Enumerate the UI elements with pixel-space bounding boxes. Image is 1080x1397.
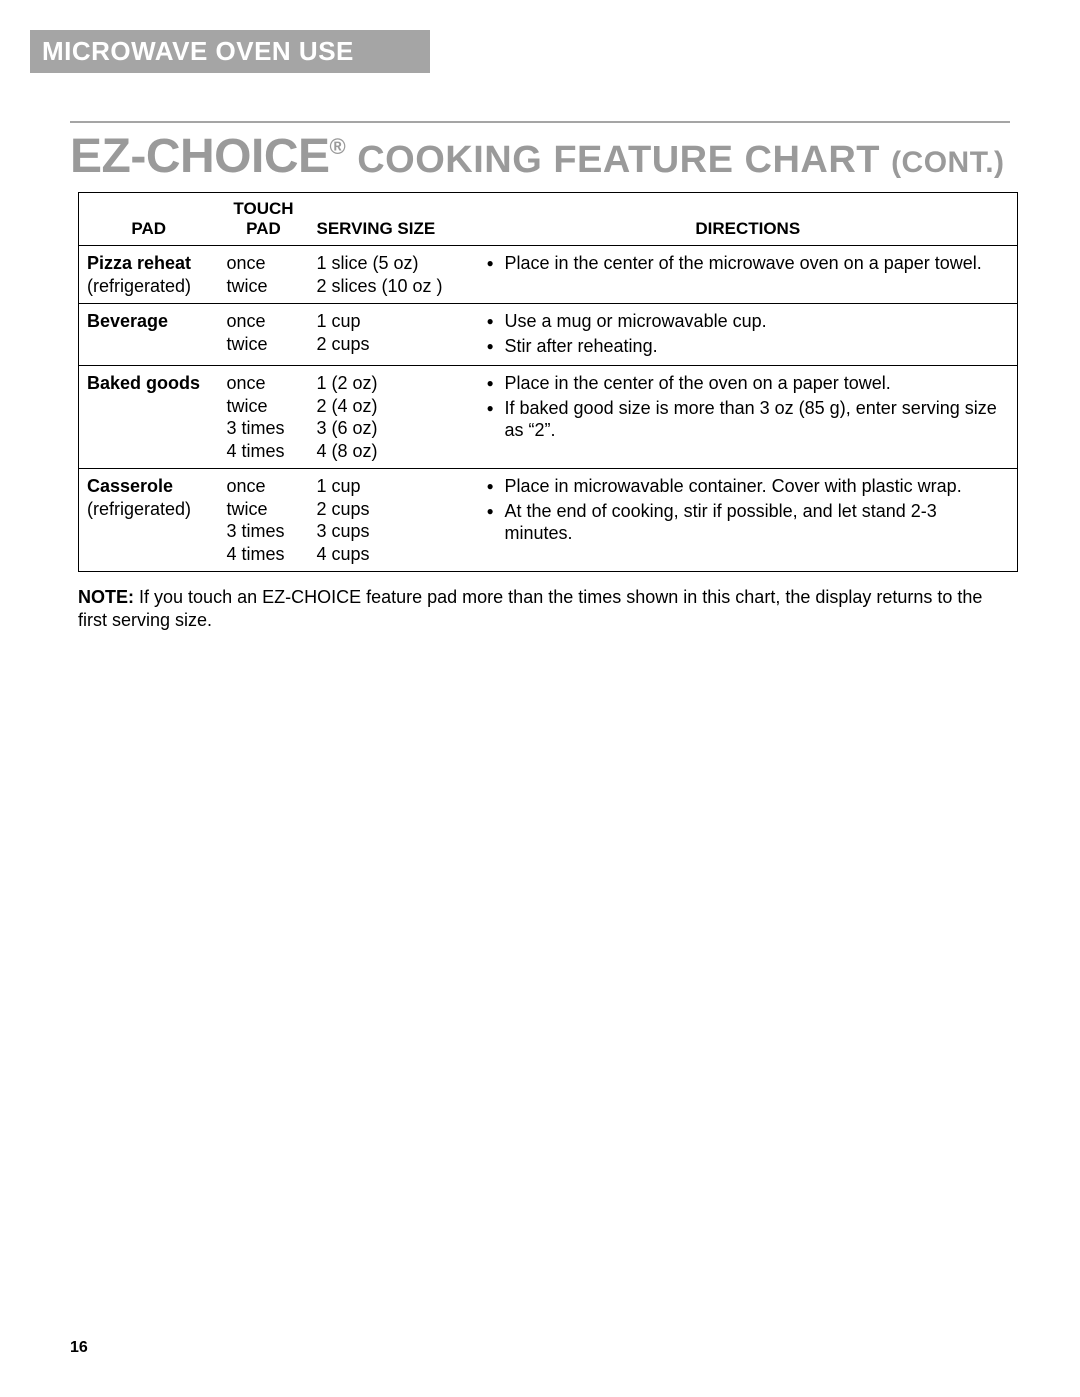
title-rest-text: COOKING FEATURE CHART <box>357 139 880 181</box>
touch-value: twice <box>227 333 301 356</box>
serving-value: 3 (6 oz) <box>317 417 471 440</box>
directions-list: Place in the center of the oven on a pap… <box>487 372 1010 442</box>
section-header-text: MICROWAVE OVEN USE <box>42 36 354 66</box>
title-cont: (CONT.) <box>891 146 1004 179</box>
cell-directions: Place in the center of the oven on a pap… <box>479 366 1018 469</box>
touch-value: once <box>227 310 301 333</box>
serving-value: 3 cups <box>317 520 471 543</box>
cell-touch-pad: oncetwice3 times4 times <box>219 366 309 469</box>
col-header-touch-pad: TOUCH PAD <box>219 193 309 246</box>
col-header-pad: PAD <box>79 193 219 246</box>
page-number: 16 <box>70 1339 88 1357</box>
pad-name: Pizza reheat <box>87 252 211 275</box>
cell-pad: Pizza reheat(refrigerated) <box>79 246 219 304</box>
cell-touch-pad: oncetwice3 times4 times <box>219 469 309 572</box>
table-row: Casserole(refrigerated)oncetwice3 times4… <box>79 469 1018 572</box>
serving-value: 1 cup <box>317 310 471 333</box>
cell-directions: Use a mug or microwavable cup.Stir after… <box>479 304 1018 366</box>
pad-subtext: (refrigerated) <box>87 498 211 521</box>
cell-serving-size: 1 cup2 cups <box>309 304 479 366</box>
direction-item: Use a mug or microwavable cup. <box>487 310 1010 333</box>
touch-value: once <box>227 252 301 275</box>
col-header-serving: SERVING SIZE <box>309 193 479 246</box>
section-header-bar: MICROWAVE OVEN USE <box>30 30 430 73</box>
serving-value: 2 slices (10 oz ) <box>317 275 471 298</box>
cell-directions: Place in the center of the microwave ove… <box>479 246 1018 304</box>
cell-pad: Beverage <box>79 304 219 366</box>
serving-value: 1 cup <box>317 475 471 498</box>
serving-value: 1 slice (5 oz) <box>317 252 471 275</box>
touch-value: 4 times <box>227 543 301 566</box>
note-text: If you touch an EZ-CHOICE feature pad mo… <box>78 587 982 630</box>
pad-subtext: (refrigerated) <box>87 275 211 298</box>
serving-value: 2 cups <box>317 498 471 521</box>
directions-list: Place in microwavable container. Cover w… <box>487 475 1010 545</box>
touch-value: 3 times <box>227 417 301 440</box>
cell-touch-pad: oncetwice <box>219 246 309 304</box>
divider-rule <box>70 121 1010 123</box>
table-header: PAD TOUCH PAD SERVING SIZE DIRECTIONS <box>79 193 1018 246</box>
cell-serving-size: 1 cup2 cups3 cups4 cups <box>309 469 479 572</box>
direction-item: If baked good size is more than 3 oz (85… <box>487 397 1010 442</box>
serving-value: 1 (2 oz) <box>317 372 471 395</box>
pad-name: Beverage <box>87 310 211 333</box>
touch-value: once <box>227 475 301 498</box>
directions-list: Use a mug or microwavable cup.Stir after… <box>487 310 1010 357</box>
direction-item: At the end of cooking, stir if possible,… <box>487 500 1010 545</box>
registered-mark: ® <box>330 134 346 159</box>
table-body: Pizza reheat(refrigerated)oncetwice1 sli… <box>79 246 1018 572</box>
serving-value: 2 cups <box>317 333 471 356</box>
table-row: Pizza reheat(refrigerated)oncetwice1 sli… <box>79 246 1018 304</box>
serving-value: 4 (8 oz) <box>317 440 471 463</box>
direction-item: Stir after reheating. <box>487 335 1010 358</box>
table-row: Beverageoncetwice1 cup2 cupsUse a mug or… <box>79 304 1018 366</box>
note-label: NOTE: <box>78 587 134 607</box>
cell-serving-size: 1 (2 oz)2 (4 oz)3 (6 oz)4 (8 oz) <box>309 366 479 469</box>
direction-item: Place in the center of the microwave ove… <box>487 252 1010 275</box>
col-header-touch-pad-text: TOUCH PAD <box>233 199 293 238</box>
table-row: Baked goodsoncetwice3 times4 times1 (2 o… <box>79 366 1018 469</box>
direction-item: Place in microwavable container. Cover w… <box>487 475 1010 498</box>
directions-list: Place in the center of the microwave ove… <box>487 252 1010 275</box>
cell-serving-size: 1 slice (5 oz)2 slices (10 oz ) <box>309 246 479 304</box>
title-rest: COOKING FEATURE CHART (CONT.) <box>357 139 1004 182</box>
pad-name: Casserole <box>87 475 211 498</box>
cooking-feature-table: PAD TOUCH PAD SERVING SIZE DIRECTIONS Pi… <box>78 192 1018 572</box>
title-brand-text: EZ-CHOICE <box>70 130 330 183</box>
serving-value: 4 cups <box>317 543 471 566</box>
touch-value: once <box>227 372 301 395</box>
serving-value: 2 (4 oz) <box>317 395 471 418</box>
page-title: EZ-CHOICE® COOKING FEATURE CHART (CONT.) <box>70 129 1010 184</box>
pad-name: Baked goods <box>87 372 211 395</box>
note-paragraph: NOTE: If you touch an EZ-CHOICE feature … <box>78 586 1010 631</box>
touch-value: twice <box>227 395 301 418</box>
cell-pad: Casserole(refrigerated) <box>79 469 219 572</box>
cell-directions: Place in microwavable container. Cover w… <box>479 469 1018 572</box>
manual-page: MICROWAVE OVEN USE EZ-CHOICE® COOKING FE… <box>0 0 1080 1397</box>
touch-value: 4 times <box>227 440 301 463</box>
col-header-directions: DIRECTIONS <box>479 193 1018 246</box>
touch-value: twice <box>227 498 301 521</box>
touch-value: twice <box>227 275 301 298</box>
cell-touch-pad: oncetwice <box>219 304 309 366</box>
title-brand: EZ-CHOICE® <box>70 129 345 184</box>
touch-value: 3 times <box>227 520 301 543</box>
direction-item: Place in the center of the oven on a pap… <box>487 372 1010 395</box>
cell-pad: Baked goods <box>79 366 219 469</box>
